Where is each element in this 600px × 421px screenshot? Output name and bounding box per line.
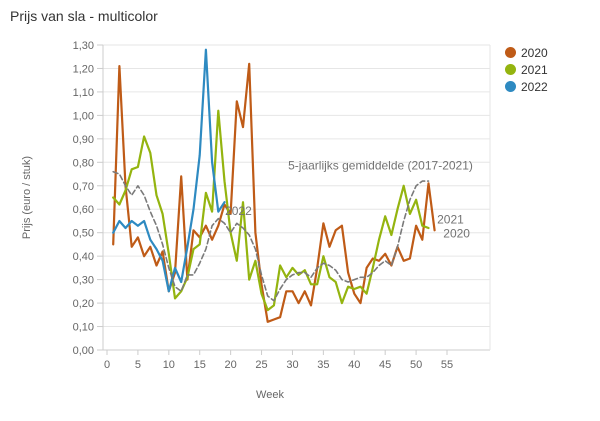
- x-tick-label: 0: [104, 359, 110, 371]
- annotation-label-2020: 2020: [443, 226, 470, 240]
- x-tick-label: 20: [225, 359, 237, 371]
- chart-legend: 2020 2021 2022: [505, 44, 548, 95]
- y-tick-label: 0,10: [73, 322, 94, 334]
- legend-marker-icon: [505, 81, 516, 92]
- y-axis-title: Prijs (euro / stuk): [21, 156, 33, 239]
- y-tick-label: 0,00: [73, 345, 94, 357]
- legend-item-2021[interactable]: 2021: [505, 61, 548, 78]
- y-tick-label: 1,00: [73, 110, 94, 122]
- y-tick-label: 0,40: [73, 251, 94, 263]
- chart-title: Prijs van sla - multicolor: [10, 8, 158, 24]
- y-tick-label: 1,30: [73, 40, 94, 52]
- x-tick-label: 5: [135, 359, 141, 371]
- annotation-label-2021: 2021: [437, 212, 464, 226]
- x-tick-label: 10: [163, 359, 175, 371]
- y-tick-label: 0,70: [73, 181, 94, 193]
- y-tick-label: 0,60: [73, 204, 94, 216]
- legend-marker-icon: [505, 64, 516, 75]
- x-axis-title: Week: [256, 389, 284, 401]
- x-tick-label: 15: [194, 359, 206, 371]
- x-tick-label: 25: [255, 359, 267, 371]
- legend-item-2022[interactable]: 2022: [505, 78, 548, 95]
- annotation-avg-label: 5-jaarlijks gemiddelde (2017-2021): [288, 158, 473, 172]
- series-line-2021: [112, 109, 430, 312]
- x-tick-label: 55: [441, 359, 453, 371]
- series-line-2020: [112, 62, 436, 323]
- gridlines: [103, 44, 490, 351]
- y-tick-label: 0,80: [73, 157, 94, 169]
- y-tick-label: 0,50: [73, 228, 94, 240]
- y-tick-label: 0,90: [73, 134, 94, 146]
- series-line-2022: [112, 48, 226, 293]
- y-tick-label: 1,10: [73, 87, 94, 99]
- legend-marker-icon: [505, 47, 516, 58]
- x-tick-label: 30: [286, 359, 298, 371]
- x-tick-label: 40: [348, 359, 360, 371]
- y-tick-label: 0,20: [73, 298, 94, 310]
- legend-label: 2022: [521, 79, 548, 94]
- annotation-label-2022: 2022: [225, 204, 252, 218]
- x-axis-ticks: 0 5 10 15 20 25 30 35 40 45 50 55: [104, 350, 453, 371]
- y-tick-label: 1,20: [73, 63, 94, 75]
- series-line-avg: [112, 170, 430, 302]
- legend-label: 2021: [521, 62, 548, 77]
- legend-label: 2020: [521, 45, 548, 60]
- x-tick-label: 45: [379, 359, 391, 371]
- x-tick-label: 35: [317, 359, 329, 371]
- y-tick-label: 0,30: [73, 275, 94, 287]
- x-tick-label: 50: [410, 359, 422, 371]
- y-axis-ticks: 0,00 0,10 0,20 0,30 0,40 0,50 0,60 0,70 0,80 0,90…: [73, 40, 103, 357]
- legend-item-2020[interactable]: 2020: [505, 44, 548, 61]
